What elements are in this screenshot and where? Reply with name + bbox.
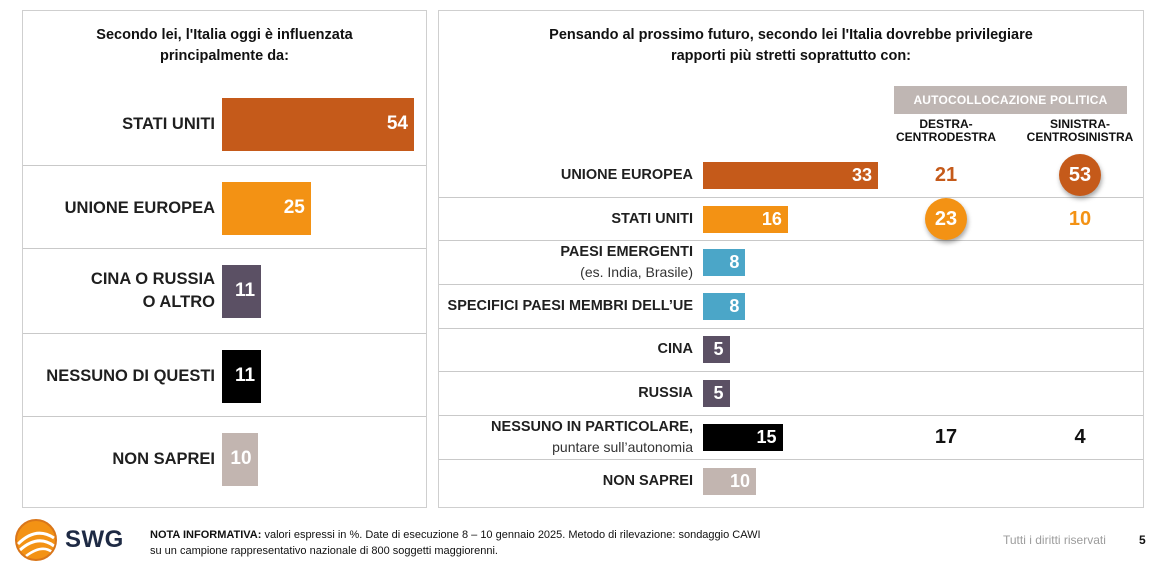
right-category-label: UNIONE EUROPEA xyxy=(440,165,693,185)
col1-line1: DESTRA- xyxy=(919,117,973,131)
right-category-line1: CINA xyxy=(657,341,693,357)
highlight-bubble-value: 53 xyxy=(1059,154,1101,196)
left-category-label: NESSUNO DI QUESTI xyxy=(25,365,215,388)
logo-text: SWG xyxy=(65,526,124,553)
column-header-sinistra: SINISTRA- CENTROSINISTRA xyxy=(1020,118,1140,144)
right-bar-value: 33 xyxy=(851,165,872,185)
right-chart-title: Pensando al prossimo futuro, secondo lei… xyxy=(438,25,1144,67)
right-category-line1: NON SAPREI xyxy=(602,473,693,489)
right-bar-value: 15 xyxy=(756,427,777,447)
right-bar-value: 5 xyxy=(713,339,724,359)
right-category-line1: RUSSIA xyxy=(638,385,693,401)
left-chart-title: Secondo lei, l'Italia oggi è influenzata… xyxy=(22,25,427,67)
left-bar-value: 11 xyxy=(235,365,256,386)
left-bar xyxy=(222,181,311,235)
right-bar xyxy=(703,292,746,320)
right-bar xyxy=(703,205,788,233)
right-bar-value: 10 xyxy=(729,471,751,491)
col2-line2: CENTROSINISTRA xyxy=(1026,130,1134,144)
right-category-line1: UNIONE EUROPEA xyxy=(560,167,693,183)
left-title-line1: Secondo lei, l'Italia oggi è influenzata xyxy=(96,27,353,43)
left-category-label: NON SAPREI xyxy=(25,448,215,471)
left-bar-value: 25 xyxy=(283,197,305,218)
left-category-line1: NON SAPREI xyxy=(112,449,215,468)
segment-value: 17 xyxy=(934,426,958,448)
left-category-line1: CINA O RUSSIA xyxy=(90,270,215,288)
footer-note-line2: su un campione rappresentativo nazionale… xyxy=(150,545,498,557)
left-bar xyxy=(222,264,262,318)
right-category-label: CINA xyxy=(440,339,693,359)
segment-value: 10 xyxy=(1068,208,1092,230)
column-header-destra: DESTRA- CENTRODESTRA xyxy=(886,118,1006,144)
right-category-label: SPECIFICI PAESI MEMBRI DELL’UE xyxy=(440,296,693,316)
left-category-label: STATI UNITI xyxy=(25,113,215,136)
footer-note-label: NOTA INFORMATIVA: xyxy=(150,529,262,541)
right-bar xyxy=(703,379,730,407)
right-category-line1: SPECIFICI PAESI MEMBRI DELL’UE xyxy=(447,298,693,314)
right-row-divider xyxy=(439,284,1143,285)
right-category-line1: PAESI EMERGENTI xyxy=(560,244,693,260)
right-bar xyxy=(703,248,746,276)
footer-note-line1: valori espressi in %. Date di esecuzione… xyxy=(264,529,761,541)
left-bar-value: 10 xyxy=(230,448,252,469)
right-title-line1: Pensando al prossimo futuro, secondo lei… xyxy=(549,27,1033,43)
footer-note: NOTA INFORMATIVA: valori espressi in %. … xyxy=(150,527,761,559)
right-row-divider xyxy=(439,240,1143,241)
segment-value: 21 xyxy=(934,164,958,186)
swg-logo-icon xyxy=(15,519,57,561)
right-category-label: NESSUNO IN PARTICOLARE, puntare sull’auto… xyxy=(440,417,693,457)
right-bar-value: 16 xyxy=(761,209,782,229)
left-bar xyxy=(222,349,262,403)
right-category-line1: NESSUNO IN PARTICOLARE, xyxy=(491,419,693,435)
left-bar xyxy=(222,432,258,486)
right-category-line2: (es. India, Brasile) xyxy=(580,264,693,280)
right-category-label: RUSSIA xyxy=(440,383,693,403)
segment-value: 4 xyxy=(1074,426,1086,448)
right-bar-value: 8 xyxy=(729,252,740,272)
left-bar-value: 11 xyxy=(235,280,256,301)
col2-line1: SINISTRA- xyxy=(1050,117,1110,131)
highlight-bubble-value: 23 xyxy=(925,198,967,240)
right-bar-value: 8 xyxy=(729,296,740,316)
right-category-line2: puntare sull’autonomia xyxy=(552,439,693,455)
right-row-divider xyxy=(439,459,1143,460)
right-bar-value: 5 xyxy=(713,383,724,403)
page-number: 5 xyxy=(1139,533,1146,547)
left-row-divider xyxy=(23,165,426,166)
right-category-label: STATI UNITI xyxy=(440,209,693,229)
left-row-divider xyxy=(23,416,426,417)
left-bar xyxy=(222,97,414,151)
left-category-line1: NESSUNO DI QUESTI xyxy=(46,366,215,385)
left-row-divider xyxy=(23,333,426,334)
col1-line2: CENTRODESTRA xyxy=(895,130,996,144)
right-category-label: PAESI EMERGENTI (es. India, Brasile) xyxy=(440,242,693,282)
right-row-divider xyxy=(439,415,1143,416)
right-row-divider xyxy=(439,371,1143,372)
left-category-label: UNIONE EUROPEA xyxy=(25,197,215,220)
rights-text: Tutti i diritti riservati xyxy=(1003,533,1106,547)
right-bar xyxy=(703,467,757,495)
right-bar xyxy=(703,423,783,451)
left-title-line2: principalmente da: xyxy=(160,48,289,64)
left-category-line1: UNIONE EUROPEA xyxy=(64,198,215,217)
right-row-divider xyxy=(439,328,1143,329)
right-category-label: NON SAPREI xyxy=(440,471,693,491)
right-bar xyxy=(703,335,730,363)
left-category-line1: STATI UNITI xyxy=(122,114,215,133)
right-row-divider xyxy=(439,197,1143,198)
right-title-line2: rapporti più stretti soprattutto con: xyxy=(670,48,912,64)
right-bar xyxy=(703,161,878,189)
left-category-line2: O ALTRO xyxy=(142,293,215,311)
right-category-line1: STATI UNITI xyxy=(611,211,693,227)
autocollocazione-header: AUTOCOLLOCAZIONE POLITICA xyxy=(894,86,1127,114)
left-category-label: CINA O RUSSIA O ALTRO xyxy=(25,268,215,314)
left-bar-value: 54 xyxy=(386,113,408,134)
left-row-divider xyxy=(23,248,426,249)
left-chart-panel xyxy=(22,10,427,508)
